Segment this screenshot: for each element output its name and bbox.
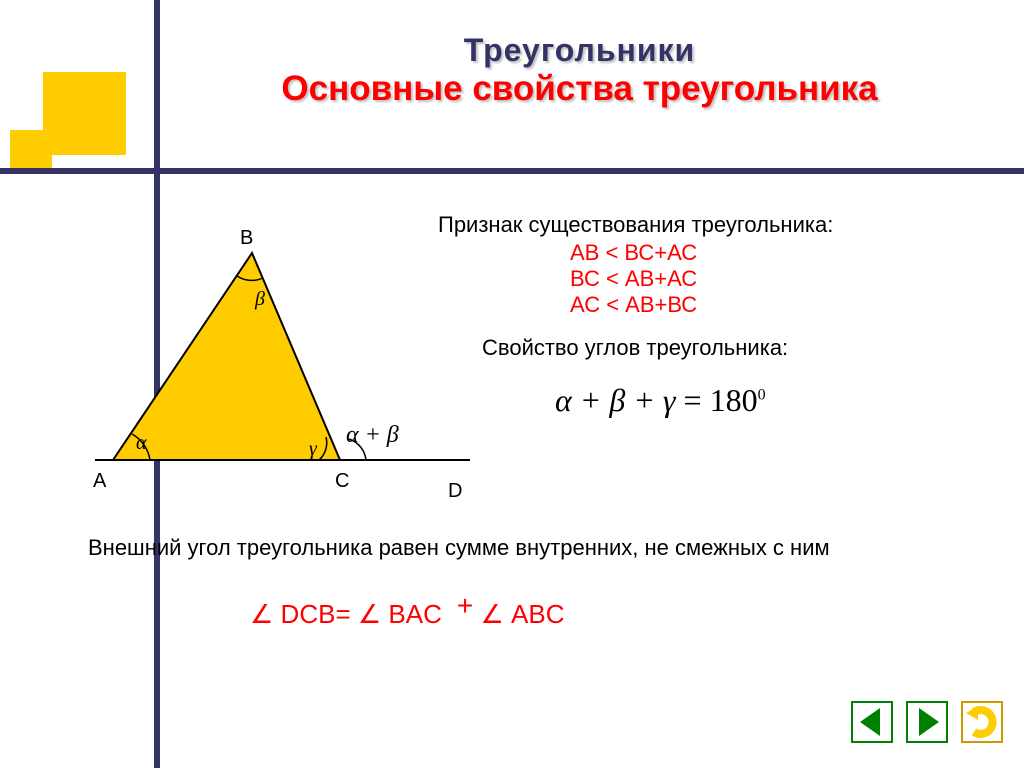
title-line-2: Основные свойства треугольника (195, 69, 964, 109)
arc-beta (237, 276, 263, 280)
nav-prev-button[interactable] (850, 700, 894, 744)
title-line-1: Треугольники (195, 32, 964, 69)
decor-square-small (10, 130, 52, 172)
label-gamma: γ (309, 438, 317, 461)
title-block: Треугольники Основные свойства треугольн… (195, 32, 964, 109)
arc-gamma (319, 437, 327, 460)
external-angle-text: Внешний угол треугольника равен сумме вн… (88, 535, 830, 561)
angle-prop-heading: Свойство углов треугольника: (482, 335, 788, 361)
decor-square-large (43, 72, 126, 155)
vertex-A: A (93, 470, 106, 493)
angle-dcb: DCB (281, 599, 336, 629)
vertex-D: D (448, 480, 462, 503)
label-beta: β (255, 288, 265, 311)
label-alpha: α (136, 432, 147, 455)
ineq-1: АВ < ВС+АС (570, 240, 697, 266)
label-external-sum: α + β (346, 422, 399, 449)
ineq-2: ВС < АВ+АС (570, 266, 697, 292)
vertex-B: B (240, 227, 253, 250)
existence-heading: Признак существования треугольника: (438, 212, 833, 238)
nav-next-button[interactable] (905, 700, 949, 744)
angle-sum-formula: α + β + γ = 1800 (555, 382, 766, 419)
triangle-shape (113, 253, 340, 460)
angle-abc: ABC (511, 599, 564, 629)
nav-return-button[interactable] (960, 700, 1004, 744)
ineq-3: АС < АВ+ВС (570, 292, 697, 318)
angle-equation: ∠ DCB= ∠ BAC + ∠ ABC (250, 598, 565, 630)
vertex-C: C (335, 470, 349, 493)
angle-bac: BAC (388, 599, 441, 629)
decor-vline (154, 0, 160, 768)
